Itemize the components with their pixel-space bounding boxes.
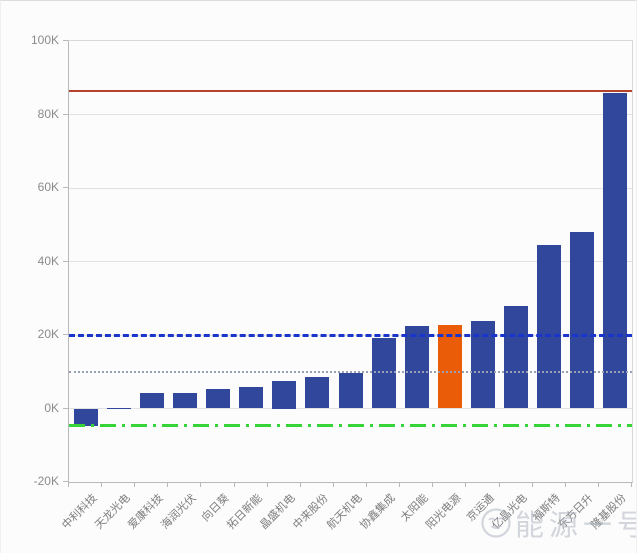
gridline bbox=[69, 408, 632, 409]
y-axis-tick bbox=[63, 113, 68, 115]
bar bbox=[139, 393, 164, 409]
x-axis-tick bbox=[299, 482, 301, 487]
gridline bbox=[69, 187, 632, 189]
x-axis-tick bbox=[465, 482, 467, 487]
x-axis-label-text: 拓日新能 bbox=[225, 492, 265, 532]
x-axis-tick bbox=[564, 482, 566, 487]
bar bbox=[272, 380, 297, 409]
gridline bbox=[69, 261, 632, 262]
bar bbox=[603, 93, 628, 409]
x-axis-tick bbox=[631, 482, 632, 487]
y-axis-tick bbox=[63, 187, 68, 188]
bar bbox=[106, 407, 131, 410]
y-axis-label: 40K bbox=[37, 253, 59, 268]
x-axis-tick bbox=[399, 482, 401, 487]
y-axis-label: 0K bbox=[44, 400, 59, 415]
x-axis-label-text: 东方日升 bbox=[556, 492, 596, 532]
x-axis-tick bbox=[134, 482, 136, 487]
x-axis-tick bbox=[432, 482, 434, 487]
x-axis-label-text: 亿晶光电 bbox=[490, 492, 530, 532]
x-axis-tick bbox=[498, 482, 500, 487]
x-axis-label-text: 隆基股份 bbox=[589, 492, 630, 532]
y-axis-label: -20K bbox=[33, 474, 59, 488]
gray-dotted-line bbox=[69, 370, 632, 373]
x-axis-tick bbox=[233, 482, 235, 487]
x-axis-tick bbox=[332, 482, 334, 487]
bar bbox=[305, 377, 330, 409]
bar bbox=[73, 408, 98, 427]
x-axis-label-text: 天龙光电 bbox=[92, 492, 133, 532]
y-axis-label: 60K bbox=[37, 180, 59, 194]
x-axis-tick bbox=[366, 482, 368, 487]
x-axis-label-text: 爱康科技 bbox=[125, 492, 166, 532]
x-axis-label-text: 阳光电源 bbox=[423, 492, 464, 532]
blue-dashed-line bbox=[69, 334, 632, 338]
bar bbox=[570, 232, 595, 409]
y-axis-tick bbox=[63, 260, 68, 262]
green-dashdot-line bbox=[69, 423, 632, 427]
x-axis-tick bbox=[531, 482, 533, 487]
x-axis-tick bbox=[167, 482, 169, 487]
y-axis-label: 20K bbox=[37, 327, 59, 341]
bar bbox=[537, 245, 562, 409]
y-axis-label: 100K bbox=[30, 33, 59, 47]
plot-area bbox=[68, 40, 633, 483]
bar bbox=[404, 326, 429, 409]
bar bbox=[338, 373, 363, 409]
x-axis-label-text: 晶盛机电 bbox=[258, 492, 298, 532]
x-axis-label-text: 海润光伏 bbox=[158, 492, 199, 532]
x-axis-label-text: 中利科技 bbox=[59, 492, 100, 532]
bar bbox=[371, 337, 396, 409]
x-axis-tick bbox=[266, 482, 268, 487]
x-axis-tick bbox=[68, 482, 69, 487]
bar bbox=[206, 389, 231, 409]
x-axis-tick bbox=[200, 482, 202, 487]
x-axis-tick bbox=[101, 482, 103, 487]
y-axis-tick bbox=[63, 334, 68, 335]
highlight-bar bbox=[437, 325, 462, 409]
x-axis-label-text: 协鑫集成 bbox=[357, 492, 398, 532]
bar bbox=[239, 387, 264, 409]
y-axis-tick bbox=[63, 40, 68, 41]
y-axis-tick bbox=[63, 407, 68, 409]
y-axis-tick bbox=[63, 481, 68, 482]
bar bbox=[172, 392, 197, 409]
x-axis-tick bbox=[597, 482, 599, 487]
gridline bbox=[69, 114, 632, 115]
bar bbox=[504, 305, 529, 409]
y-axis-label: 80K bbox=[37, 106, 59, 121]
x-axis-label-text: 航天机电 bbox=[324, 492, 365, 532]
x-axis-label-text: 中来股份 bbox=[291, 492, 331, 532]
red-solid-line bbox=[69, 90, 632, 93]
